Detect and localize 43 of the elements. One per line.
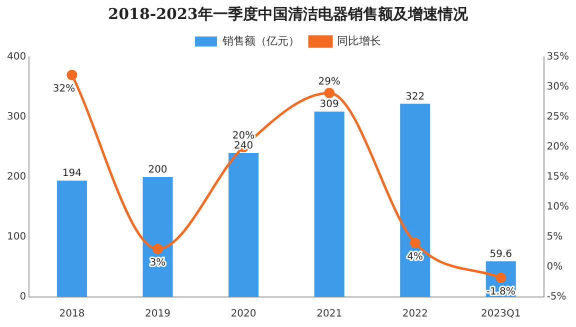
y2-tick-label: 15% [546,172,570,183]
y-tick-label: 100 [6,232,26,243]
x-tick-label: 2020 [230,308,256,320]
legend-label: 同比增长 [337,34,381,48]
x-tick-label: 2022 [402,308,428,320]
y-tick-label: 0 [20,292,26,303]
bar [228,153,259,297]
y-tick-label: 300 [6,112,26,123]
data-label: 59.6 [490,248,512,260]
bar [56,180,87,297]
data-label: 309 [320,99,339,110]
data-label: 32% [52,84,76,95]
y2-tick-label: 20% [546,142,570,153]
data-label: 29% [318,76,340,88]
data-label: 3% [150,258,166,269]
bar [142,177,173,297]
data-label: 200 [148,164,168,176]
bar [314,112,344,297]
y2-tick-label: 5% [546,232,563,243]
y2-tick-label: 10% [546,202,570,213]
y-tick-label: 400 [6,52,26,63]
data-label: 322 [406,91,425,102]
x-tick-label: 2019 [145,308,170,320]
legend-label: 销售额（亿元） [222,34,300,48]
y2-tick-label: -5% [546,292,566,303]
data-label: -1.8% [486,286,516,298]
point [66,70,78,80]
x-tick-label: 2021 [316,308,342,320]
data-label: 194 [62,168,82,180]
data-label: 4% [407,252,424,263]
y-tick-label: 200 [6,172,26,183]
point [152,244,164,254]
y2-tick-label: 30% [546,82,570,93]
x-tick-label: 2018 [59,308,85,320]
point [410,238,420,248]
x-tick-label: 2023Q1 [481,308,521,320]
point [324,88,335,98]
chart-title: 2018-2023年一季度中国清洁电器销售额及增速情况 [108,4,469,23]
data-label: 20% [232,130,255,142]
bar [400,104,430,297]
y2-tick-label: 0% [546,262,563,273]
y2-tick-label: 35% [546,52,570,63]
y2-tick-label: 25% [546,112,570,123]
